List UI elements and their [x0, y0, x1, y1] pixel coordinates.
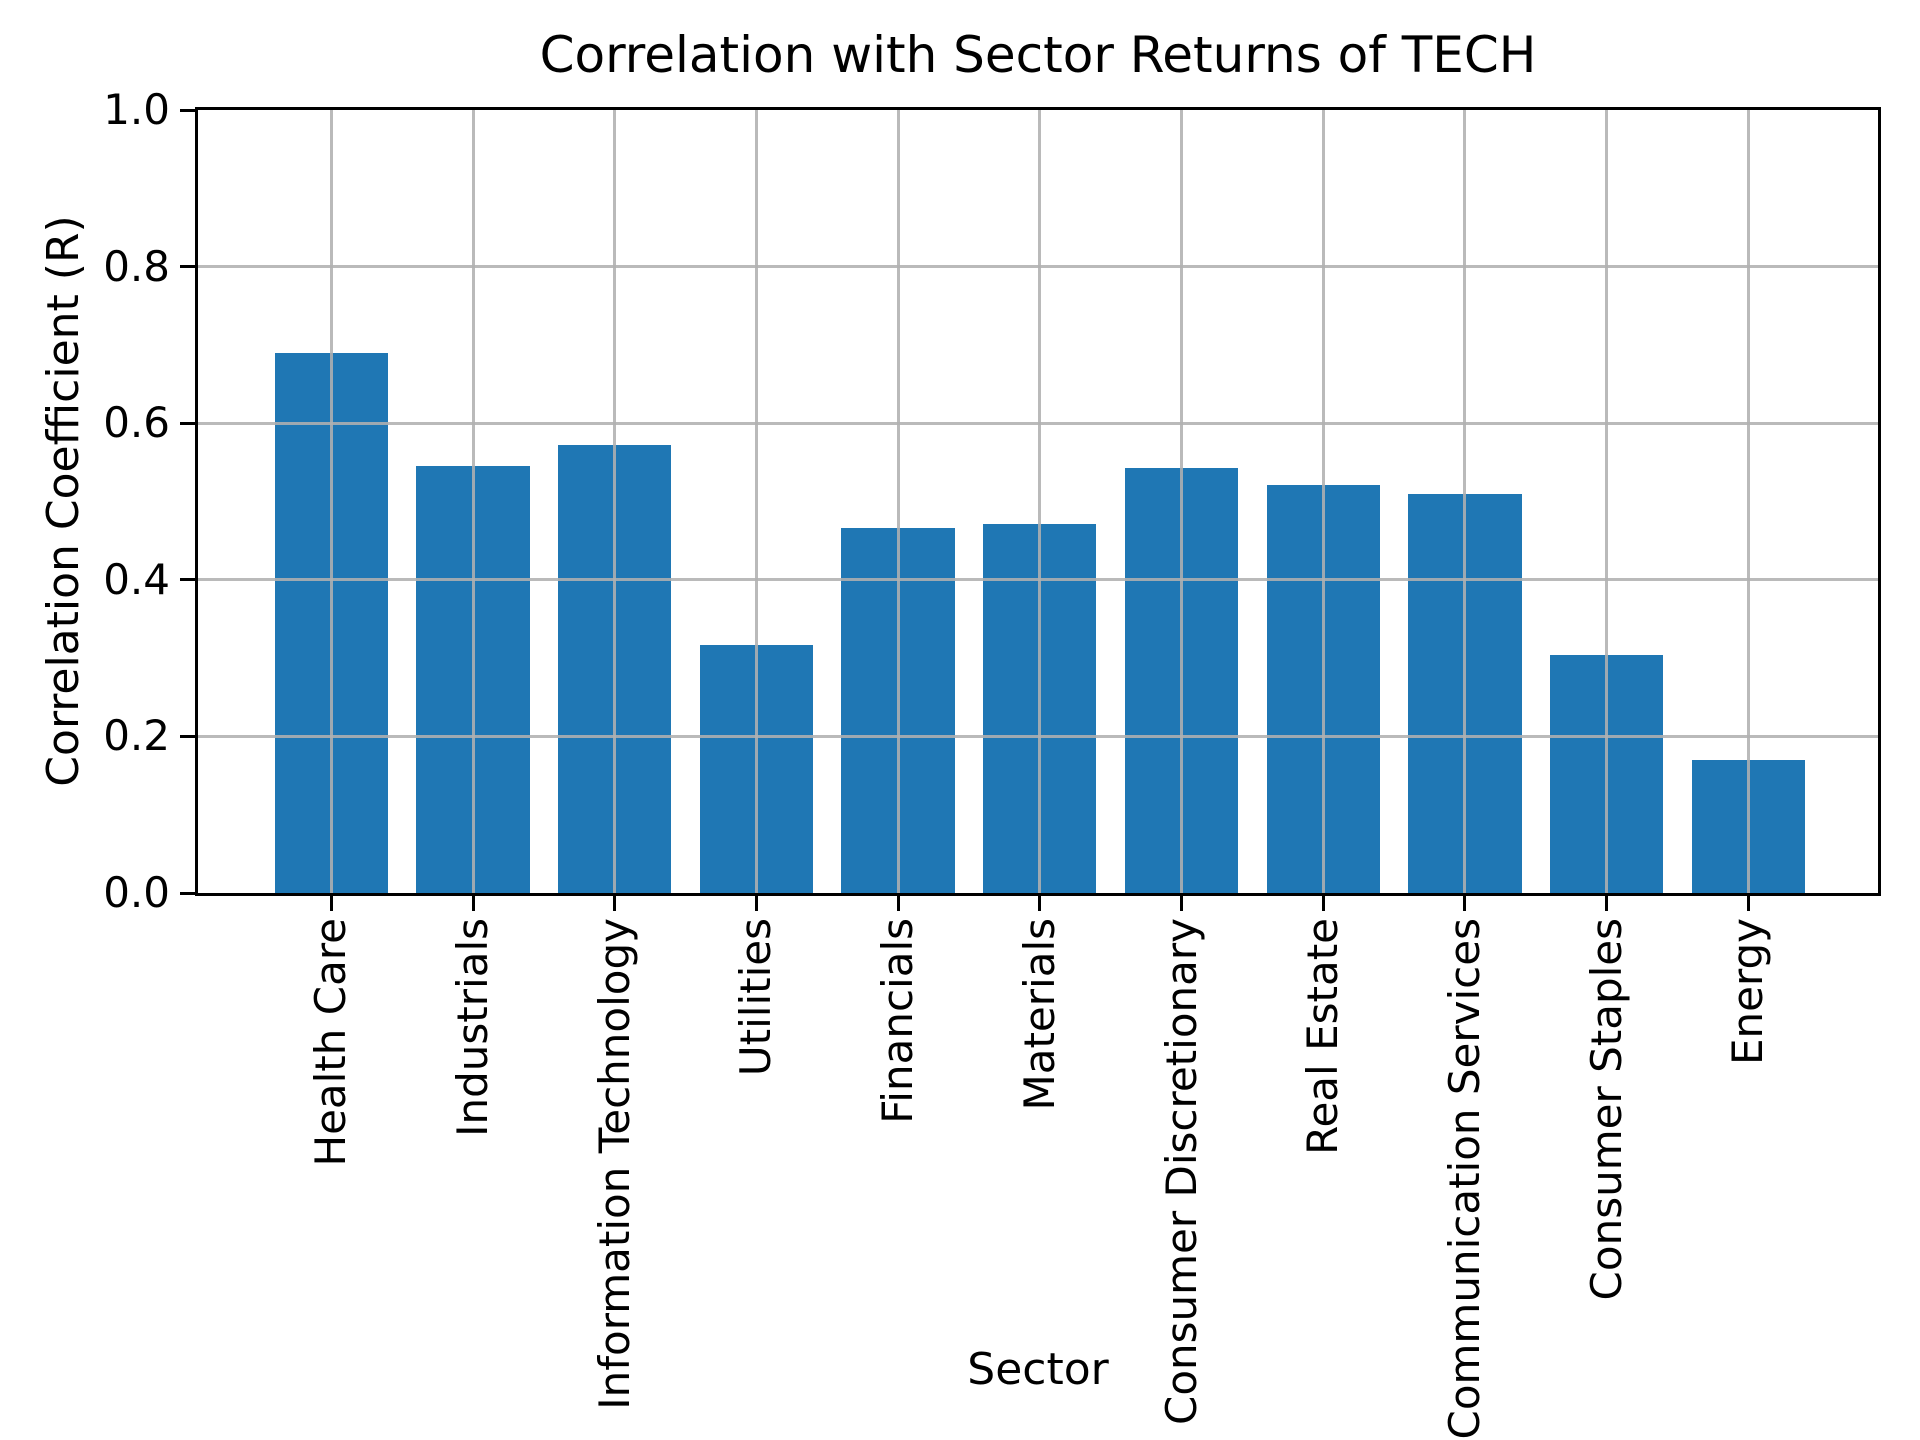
gridline-v [1463, 110, 1467, 893]
x-tick-label: Real Estate [1298, 918, 1348, 1155]
gridline-h [198, 578, 1878, 582]
x-tick [1180, 896, 1183, 911]
chart-title: Correlation with Sector Returns of TECH [539, 26, 1537, 84]
gridline-v [1746, 110, 1750, 893]
x-tick-label: Information Technology [589, 918, 639, 1410]
x-tick-label: Health Care [306, 918, 356, 1167]
x-tick-label: Utilities [731, 918, 781, 1077]
y-tick-label: 0.8 [103, 241, 170, 291]
x-tick-label: Industrials [448, 918, 497, 1137]
x-tick [754, 896, 758, 911]
gridline-v [1038, 110, 1042, 893]
gridline-v [1605, 110, 1609, 893]
x-tick-label: Financials [873, 918, 923, 1124]
gridline-h [198, 734, 1878, 738]
gridline-v [896, 110, 900, 893]
gridline-h [198, 421, 1878, 425]
y-axis-label: Correlation Coefficient (R) [38, 215, 89, 787]
x-tick [1038, 896, 1042, 911]
gridline-v [471, 110, 475, 893]
x-axis-label: Sector [967, 1344, 1109, 1395]
x-tick-label: Consumer Staples [1581, 918, 1631, 1301]
y-tick [180, 891, 195, 895]
x-tick [896, 896, 900, 911]
y-tick [180, 265, 195, 269]
x-tick [471, 896, 475, 911]
y-tick-label: 1.0 [103, 85, 170, 134]
gridline-v [1321, 110, 1325, 893]
x-tick-label: Materials [1014, 918, 1064, 1111]
gridline-v [754, 110, 758, 893]
y-tick-label: 0.6 [103, 398, 170, 448]
y-tick [180, 108, 195, 112]
y-tick [180, 578, 195, 582]
y-tick-label: 0.0 [103, 868, 170, 917]
x-tick [1463, 896, 1467, 911]
x-tick [1321, 896, 1325, 911]
plot-area [198, 110, 1878, 893]
gridline-v [1180, 110, 1183, 893]
gridline-v [613, 110, 617, 893]
x-tick [613, 896, 617, 911]
y-tick-label: 0.2 [103, 711, 170, 761]
gridline-h [198, 265, 1878, 269]
x-tick [329, 896, 333, 911]
y-tick [180, 734, 195, 738]
y-tick-label: 0.4 [103, 554, 170, 604]
gridline-v [329, 110, 333, 893]
x-tick [1605, 896, 1609, 911]
x-tick-label: Energy [1723, 918, 1773, 1066]
y-tick [180, 421, 195, 425]
x-tick [1746, 896, 1750, 911]
